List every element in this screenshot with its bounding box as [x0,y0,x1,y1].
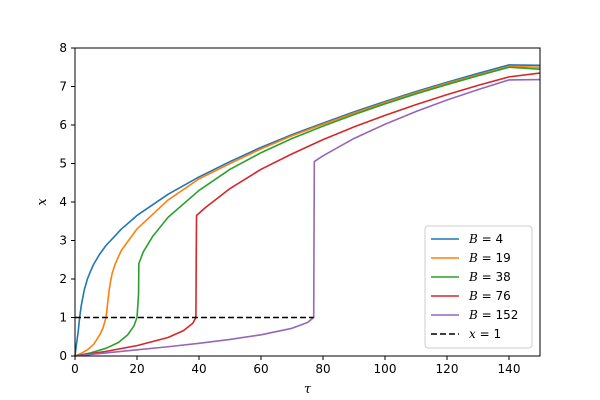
y-tick-label: 8 [59,41,67,55]
series-line-2 [74,65,541,357]
y-tick-label: 3 [59,234,67,248]
ticks: 0 20 40 60 80 100 120 140 0 1 2 3 4 5 6 7 8 [59,41,520,376]
series-line-1 [74,64,541,357]
x-axis-label: τ [304,382,312,397]
x-tick-label: 40 [191,362,206,376]
y-tick-label: 1 [59,311,67,325]
x-tick-label: 140 [498,362,521,376]
legend-label: B = 4 [468,232,503,246]
y-tick-label: 4 [59,195,67,209]
legend-label: x = 1 [469,327,501,341]
x-tick-label: 60 [253,362,268,376]
x-tick-label: 20 [129,362,144,376]
series-line-3 [74,66,541,357]
legend-box [424,225,533,349]
series-line-4 [74,72,541,357]
y-tick-label: 2 [59,272,67,286]
legend: B = 4 B = 19 B = 38 B = 76 B = 152 x = 1 [424,225,533,349]
x-tick-label: 0 [71,362,79,376]
x-tick-label: 100 [374,362,397,376]
series-layer [74,64,541,357]
legend-label: B = 152 [468,308,518,322]
legend-label: B = 19 [468,251,511,265]
y-tick-label: 7 [59,80,67,94]
legend-label: B = 38 [468,270,511,284]
y-tick-label: 0 [59,349,67,363]
y-axis-label: x [35,198,50,206]
series-line-5 [74,78,541,357]
x-tick-label: 80 [315,362,330,376]
legend-label: B = 76 [468,289,511,303]
y-tick-label: 5 [59,157,67,171]
y-tick-label: 6 [59,118,67,132]
x-tick-label: 120 [436,362,459,376]
